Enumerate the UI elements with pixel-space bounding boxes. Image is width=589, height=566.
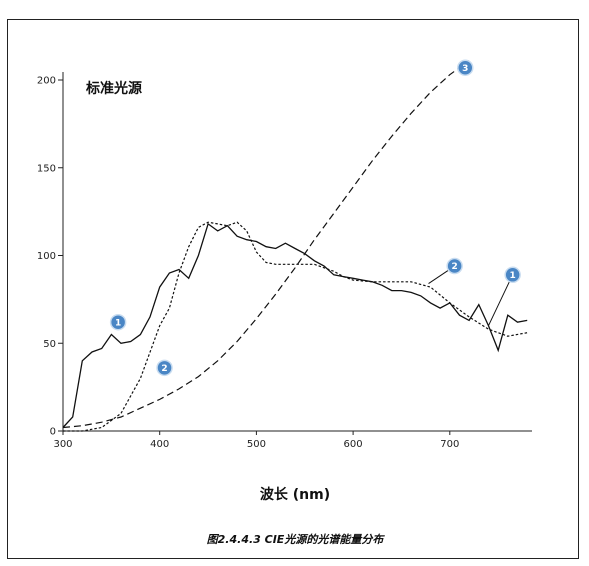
badge-label: 1 <box>115 318 121 328</box>
badge-label: 2 <box>452 262 458 272</box>
x-tick-label: 500 <box>247 439 266 450</box>
badge-label: 1 <box>510 271 516 281</box>
series-line-1 <box>62 222 528 428</box>
badge-circle <box>156 359 173 377</box>
series-badge-2: 2 <box>156 359 173 377</box>
x-tick-label: 300 <box>53 439 72 450</box>
figure-caption: 图2.4.4.3 CIE光源的光谱能量分布 <box>207 533 386 546</box>
badge-circle <box>109 313 127 331</box>
x-tick-label: 600 <box>344 439 363 450</box>
y-tick-label: 150 <box>37 163 56 174</box>
y-tick-label: 50 <box>43 339 56 350</box>
axes <box>62 72 532 432</box>
badge-circle <box>504 266 521 284</box>
badge-label: 2 <box>161 364 167 374</box>
figure-frame <box>7 19 579 559</box>
badges-layer: 1 2 2 1 3 <box>109 59 521 377</box>
leader-line-1 <box>488 274 514 326</box>
y-tick-label: 0 <box>50 427 56 438</box>
x-axis-label: 波长 (nm) <box>260 486 330 503</box>
chart-title: 标准光源 <box>85 80 142 97</box>
series-badge-3: 3 <box>457 59 474 76</box>
series-badge-2: 2 <box>446 257 463 275</box>
badge-circle <box>457 59 474 76</box>
series-line-3 <box>62 60 470 429</box>
x-tick-label: 700 <box>440 439 459 450</box>
series-line-2 <box>63 221 528 432</box>
y-tick-label: 200 <box>37 76 56 87</box>
x-tick-label: 400 <box>150 439 169 450</box>
series-badge-1: 1 <box>109 313 127 331</box>
badge-circle <box>446 257 463 275</box>
ticks: 0 50 100 150 200 300 400 500 600 700 <box>37 76 459 451</box>
y-tick-label: 100 <box>37 251 56 262</box>
series-badge-1: 1 <box>504 266 521 284</box>
series-layer <box>62 60 528 432</box>
badge-label: 3 <box>462 64 468 74</box>
